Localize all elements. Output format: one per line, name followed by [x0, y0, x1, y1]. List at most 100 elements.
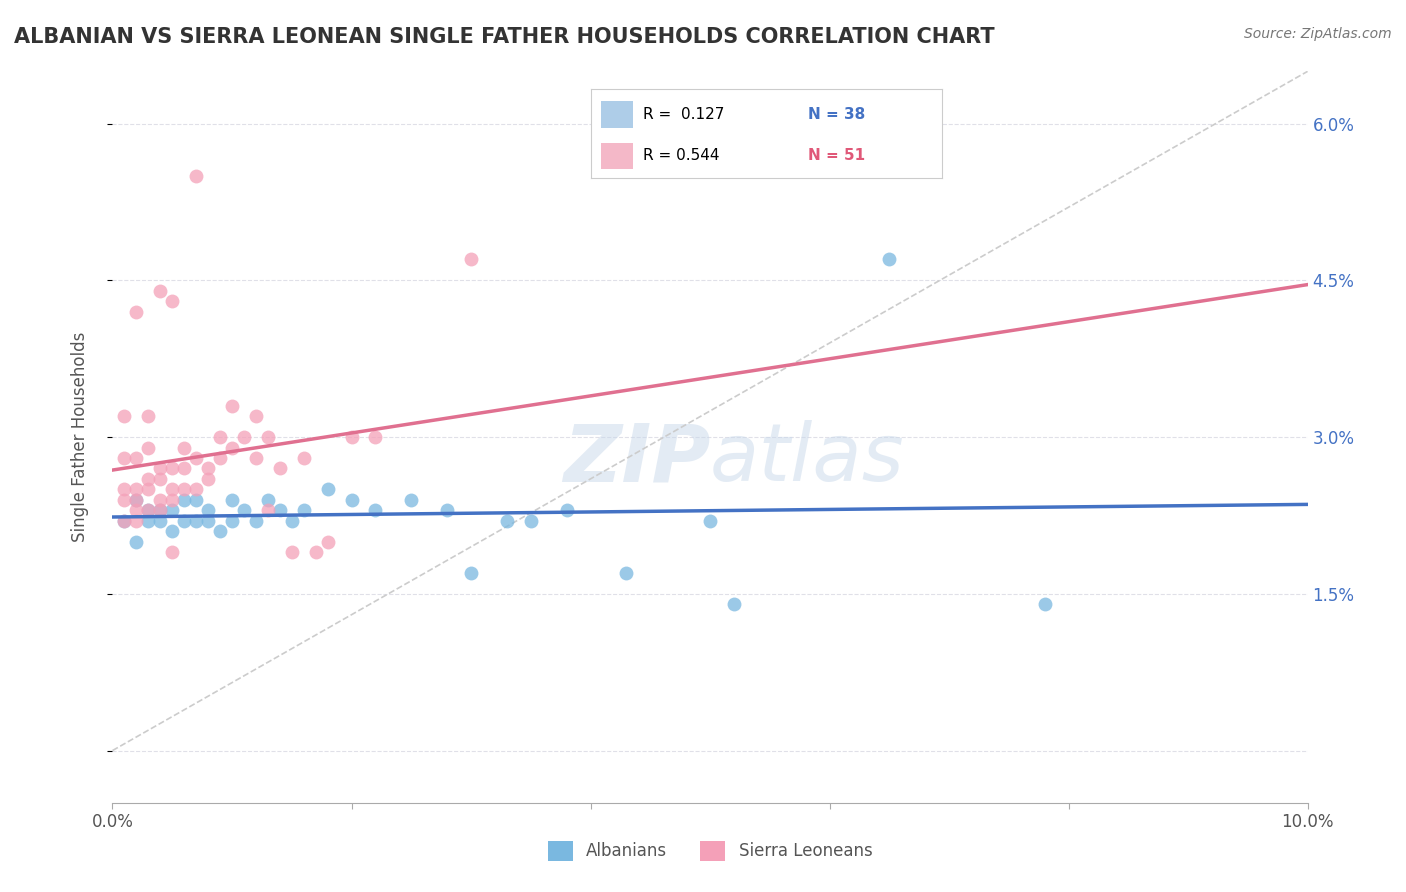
Text: ALBANIAN VS SIERRA LEONEAN SINGLE FATHER HOUSEHOLDS CORRELATION CHART: ALBANIAN VS SIERRA LEONEAN SINGLE FATHER… — [14, 27, 994, 46]
Point — [173, 483, 195, 497]
Point — [496, 514, 519, 528]
Point — [281, 545, 304, 559]
Point — [138, 483, 160, 497]
Point — [173, 492, 195, 507]
Point — [257, 503, 280, 517]
Point — [292, 450, 315, 465]
Point — [186, 514, 208, 528]
Point — [305, 545, 328, 559]
Point — [436, 503, 458, 517]
Point — [281, 514, 304, 528]
Legend: Albanians, Sierra Leoneans: Albanians, Sierra Leoneans — [541, 834, 879, 868]
Point — [162, 503, 183, 517]
Point — [138, 514, 160, 528]
Point — [149, 514, 172, 528]
Point — [138, 409, 160, 424]
Point — [186, 492, 208, 507]
Bar — [602, 101, 633, 128]
Point — [162, 524, 183, 538]
Point — [114, 409, 135, 424]
Point — [292, 503, 315, 517]
Point — [197, 514, 219, 528]
Point — [245, 514, 267, 528]
Point — [125, 492, 148, 507]
Text: Source: ZipAtlas.com: Source: ZipAtlas.com — [1244, 27, 1392, 41]
Point — [221, 399, 243, 413]
Text: ZIP: ZIP — [562, 420, 710, 498]
Point — [460, 566, 482, 580]
Point — [149, 503, 172, 517]
Point — [125, 483, 148, 497]
Point — [149, 472, 172, 486]
Point — [125, 503, 148, 517]
Point — [162, 294, 183, 309]
Point — [1033, 597, 1056, 611]
Point — [616, 566, 638, 580]
Point — [197, 472, 219, 486]
Point — [269, 503, 291, 517]
Point — [401, 492, 423, 507]
Text: R = 0.544: R = 0.544 — [644, 148, 720, 162]
Y-axis label: Single Father Households: Single Father Households — [70, 332, 89, 542]
Point — [221, 492, 243, 507]
Point — [125, 514, 148, 528]
Point — [138, 503, 160, 517]
Point — [221, 441, 243, 455]
Point — [173, 514, 195, 528]
Point — [209, 430, 232, 444]
Point — [555, 503, 578, 517]
Point — [162, 545, 183, 559]
Point — [125, 304, 148, 318]
Point — [233, 503, 256, 517]
Point — [149, 461, 172, 475]
Point — [138, 503, 160, 517]
Point — [316, 534, 339, 549]
Point — [245, 409, 267, 424]
Point — [209, 524, 232, 538]
Point — [233, 430, 256, 444]
Text: N = 51: N = 51 — [808, 148, 866, 162]
Point — [162, 483, 183, 497]
Point — [125, 492, 148, 507]
Point — [364, 503, 387, 517]
Point — [245, 450, 267, 465]
Point — [173, 461, 195, 475]
Point — [186, 169, 208, 183]
Point — [149, 492, 172, 507]
Point — [162, 492, 183, 507]
Point — [186, 483, 208, 497]
Point — [340, 430, 363, 444]
Point — [257, 430, 280, 444]
Point — [149, 503, 172, 517]
Point — [138, 441, 160, 455]
Point — [186, 450, 208, 465]
Point — [209, 450, 232, 465]
Point — [269, 461, 291, 475]
Point — [316, 483, 339, 497]
Point — [699, 514, 721, 528]
Point — [149, 284, 172, 298]
Point — [114, 483, 135, 497]
Text: R =  0.127: R = 0.127 — [644, 107, 724, 121]
Point — [197, 461, 219, 475]
Point — [340, 492, 363, 507]
Point — [125, 450, 148, 465]
Point — [364, 430, 387, 444]
Point — [138, 472, 160, 486]
Bar — [602, 143, 633, 169]
Point — [520, 514, 543, 528]
Point — [723, 597, 745, 611]
Point — [221, 514, 243, 528]
Point — [125, 534, 148, 549]
Point — [197, 503, 219, 517]
Text: N = 38: N = 38 — [808, 107, 866, 121]
Point — [162, 461, 183, 475]
Point — [114, 450, 135, 465]
Point — [879, 252, 901, 267]
Point — [173, 441, 195, 455]
Point — [257, 492, 280, 507]
Point — [460, 252, 482, 267]
Point — [114, 514, 135, 528]
Text: atlas: atlas — [710, 420, 905, 498]
Point — [114, 492, 135, 507]
